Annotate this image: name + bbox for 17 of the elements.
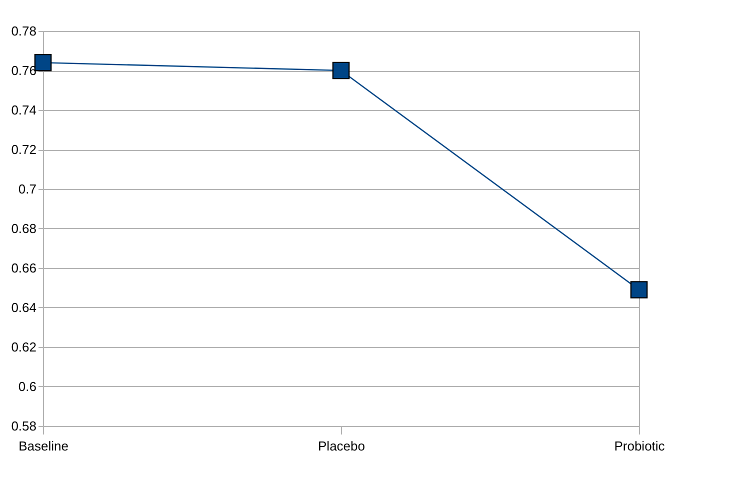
y-tick-label: 0.68 <box>11 221 36 236</box>
x-tick-label: Placebo <box>318 438 365 454</box>
x-tick-label: Baseline <box>18 438 68 454</box>
point <box>332 62 350 80</box>
y-tick-label: 0.62 <box>11 340 36 354</box>
y-tick-label: 0.7 <box>18 182 36 196</box>
y-tick-label: 0.66 <box>11 260 36 276</box>
y-tick-label: 0.76 <box>11 63 36 78</box>
y-tick-label: 0.58 <box>11 418 36 434</box>
y-tick-label: 0.74 <box>11 102 36 118</box>
x-tick-label: Probiotic <box>614 438 666 454</box>
y-tick-label: 0.72 <box>11 142 36 157</box>
y-tick-label: 0.78 <box>11 24 36 38</box>
y-tick-label: 0.64 <box>11 300 36 315</box>
point <box>34 54 52 72</box>
point <box>630 281 648 298</box>
y-tick-label: 0.6 <box>18 379 36 394</box>
